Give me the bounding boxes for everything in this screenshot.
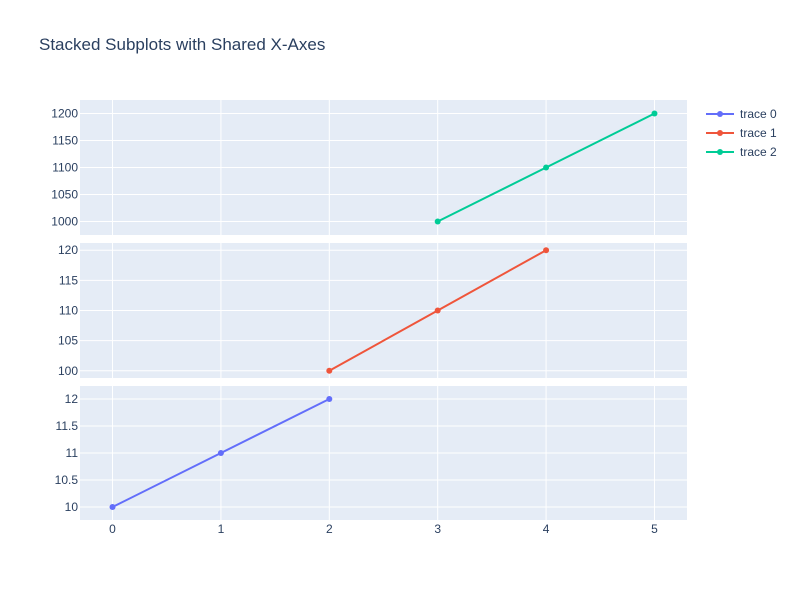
legend[interactable]: trace 0 trace 1 trace 2 [706,107,777,159]
y-tick-label: 115 [59,273,78,287]
x-tick-label: 1 [218,522,225,536]
data-point[interactable] [434,218,441,225]
legend-item-trace-1[interactable]: trace 1 [706,126,777,140]
x-tick-label: 5 [651,522,658,536]
legend-label: trace 1 [740,126,777,140]
data-point[interactable] [326,395,333,402]
y-tick-label: 1050 [51,188,78,202]
x-tick-label: 4 [543,522,550,536]
data-point[interactable] [543,247,550,254]
y-tick-label: 1200 [51,107,78,121]
chart-title: Stacked Subplots with Shared X-Axes [39,35,325,54]
y-tick-label: 1150 [52,134,78,148]
data-point[interactable] [217,450,224,456]
y-tick-label: 12 [65,392,79,406]
y-tick-label: 1100 [52,161,78,175]
subplot-top: 1000 1050 1100 1150 1200 [51,100,687,235]
y-tick-label: 1000 [51,215,78,229]
data-point[interactable] [326,367,333,374]
legend-marker-icon [717,149,723,155]
legend-label: trace 0 [740,107,777,121]
y-tick-label: 10.5 [55,473,79,487]
y-tick-label: 100 [58,364,78,378]
legend-label: trace 2 [740,145,777,159]
subplots-group: 100010501100115012001001051101151201010.… [51,100,687,536]
subplot-bottom: 10 10.5 11 11.5 12 [55,386,687,520]
legend-marker-icon [717,111,723,117]
x-tick-label: 2 [326,522,333,536]
legend-item-trace-2[interactable]: trace 2 [706,145,777,159]
y-tick-label: 105 [58,334,78,348]
subplot-middle: 100 105 110 115 120 [58,243,687,378]
y-tick-label: 10 [65,500,79,514]
data-point[interactable] [651,110,658,117]
y-tick-label: 120 [58,243,78,257]
data-point[interactable] [109,504,116,511]
legend-item-trace-0[interactable]: trace 0 [706,107,777,121]
data-point[interactable] [434,307,441,314]
legend-marker-icon [717,130,723,136]
y-tick-label: 110 [59,304,78,318]
y-tick-label: 11 [66,446,79,460]
x-tick-label: 3 [434,522,441,536]
y-tick-label: 11.5 [56,419,79,433]
x-tick-label: 0 [109,522,116,536]
data-point[interactable] [543,164,550,171]
